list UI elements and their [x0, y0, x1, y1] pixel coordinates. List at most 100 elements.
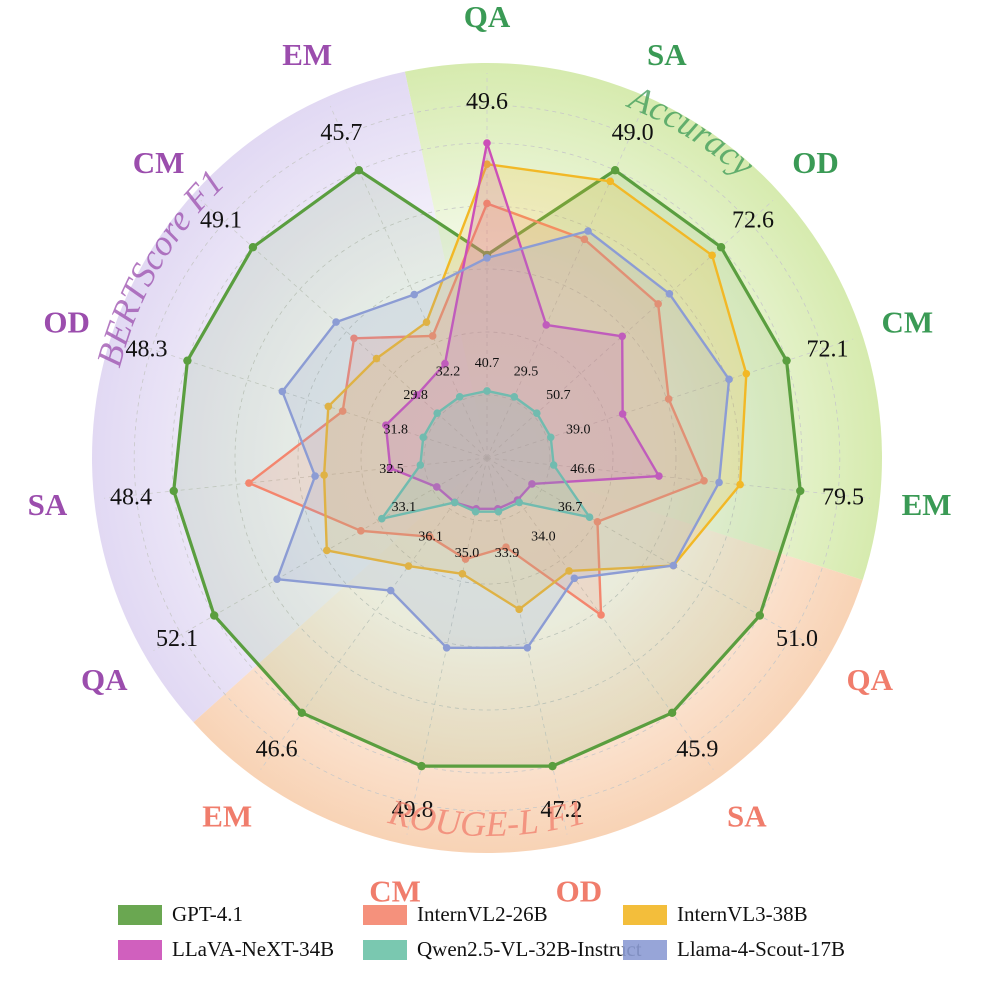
axis-min-label-13: 31.8: [383, 422, 408, 437]
point-internvl2-26b-4: [664, 395, 673, 403]
point-qwen2-5-vl-32b-instruct-1: [483, 387, 491, 395]
point-internvl2-26b-7: [597, 611, 605, 619]
point-internvl2-26b-2: [580, 235, 589, 244]
legend-item-qwen2-5-vl-32b-instruct: Qwen2.5-VL-32B-Instruct: [363, 937, 642, 962]
point-llava-next-34b-2: [542, 321, 551, 329]
legend-label: Qwen2.5-VL-32B-Instruct: [417, 937, 642, 961]
point-internvl2-26b-14: [350, 334, 358, 343]
point-internvl3-38b-13: [324, 402, 333, 411]
point-llama-4-scout-17b-9: [442, 643, 451, 652]
point-internvl3-38b-7: [565, 567, 573, 575]
axis-label-bertscore-em: EM: [282, 37, 332, 72]
axis-max-label-13: 48.3: [126, 336, 168, 362]
axis-min-label-9: 35.0: [455, 546, 480, 561]
point-llava-next-34b-11: [433, 483, 441, 491]
axis-min-label-8: 33.9: [495, 546, 520, 561]
series-area-internvl2-26b: [247, 202, 706, 617]
point-qwen2-5-vl-32b-instruct-13: [419, 433, 428, 442]
point-qwen2-5-vl-32b-instruct-7: [515, 498, 524, 507]
legend-label: InternVL2-26B: [417, 902, 548, 926]
point-internvl3-38b-5: [736, 480, 744, 489]
point-llava-next-34b-3: [618, 332, 627, 341]
axis-label-rouge-em: EM: [202, 799, 252, 834]
point-internvl3-38b-15: [422, 318, 431, 326]
legend-item-gpt-4-1: GPT-4.1: [118, 902, 243, 927]
axis-label-rouge-qa: QA: [847, 662, 894, 697]
series-llama-4-scout-17b: [273, 227, 733, 652]
axis-label-rouge-od: OD: [556, 873, 603, 908]
point-llama-4-scout-17b-10: [386, 586, 395, 595]
point-llama-4-scout-17b-14: [332, 318, 340, 326]
axis-label-bertscore-cm: CM: [133, 145, 185, 180]
point-internvl2-26b-15: [428, 332, 437, 340]
grid-spoke-11: [153, 457, 488, 651]
legend-swatch: [363, 904, 407, 925]
grid-spoke-10: [260, 457, 488, 770]
axis-max-label-10: 46.6: [256, 737, 298, 763]
point-gpt-4-1-12: [169, 486, 178, 496]
series-internvl2-26b: [245, 199, 708, 619]
point-internvl2-26b-6: [593, 517, 602, 526]
point-internvl3-38b-3: [708, 251, 716, 260]
axis-min-label-10: 36.1: [418, 530, 443, 545]
point-internvl3-38b-1: [483, 160, 491, 168]
point-llava-next-34b-4: [618, 410, 627, 418]
axis-max-label-12: 48.4: [110, 484, 152, 510]
point-llava-next-34b-5: [655, 472, 663, 480]
point-qwen2-5-vl-32b-instruct-2: [510, 392, 519, 401]
axis-max-label-7: 45.9: [676, 737, 718, 763]
axis-label-accuracy-em: EM: [902, 487, 952, 522]
axis-max-label-15: 45.7: [320, 120, 362, 146]
point-gpt-4-1-2: [610, 166, 620, 175]
point-internvl2-26b-13: [338, 407, 347, 415]
axis-label-accuracy-qa: QA: [464, 0, 511, 34]
point-internvl2-26b-5: [700, 477, 708, 485]
point-qwen2-5-vl-32b-instruct-15: [455, 392, 464, 401]
axis-label-accuracy-od: OD: [792, 145, 839, 180]
point-gpt-4-1-13: [183, 356, 192, 365]
point-internvl3-38b-2: [606, 177, 615, 186]
legend-item-llava-next-34b: LLaVA-NeXT-34B: [118, 937, 334, 962]
legend-item-llama-4-scout-17b: Llama-4-Scout-17B: [623, 937, 845, 962]
series-qwen2-5-vl-32b-instruct: [378, 387, 594, 523]
point-qwen2-5-vl-32b-instruct-9: [471, 507, 480, 516]
axis-min-label-1: 40.7: [475, 356, 500, 371]
point-qwen2-5-vl-32b-instruct-5: [549, 461, 558, 469]
axis-min-label-3: 50.7: [546, 388, 571, 403]
axis-max-label-14: 49.1: [200, 207, 242, 233]
point-internvl3-38b-10: [404, 562, 413, 570]
legend-swatch: [363, 939, 407, 960]
point-qwen2-5-vl-32b-instruct-8: [494, 507, 503, 516]
axis-min-label-2: 29.5: [514, 364, 539, 379]
point-internvl3-38b-8: [515, 605, 523, 614]
point-llama-4-scout-17b-1: [483, 254, 491, 262]
point-gpt-4-1-9: [417, 761, 426, 771]
legend-label: InternVL3-38B: [677, 902, 808, 926]
axis-min-label-15: 32.2: [436, 364, 461, 379]
point-gpt-4-1-6: [755, 611, 764, 620]
point-internvl3-38b-14: [372, 354, 381, 363]
axis-label-accuracy-cm: CM: [882, 304, 934, 339]
point-llava-next-34b-14: [413, 391, 421, 399]
axis-label-rouge-sa: SA: [727, 799, 767, 834]
point-llava-next-34b-12: [386, 464, 395, 472]
point-llama-4-scout-17b-3: [665, 289, 674, 298]
background-sector-accuracy: [404, 63, 882, 581]
point-qwen2-5-vl-32b-instruct-6: [585, 513, 594, 522]
point-llama-4-scout-17b-6: [669, 561, 678, 570]
point-gpt-4-1-8: [548, 761, 557, 771]
point-internvl2-26b-8: [502, 543, 510, 552]
axis-max-label-8: 47.2: [540, 797, 582, 823]
axis-max-label-1: 49.6: [466, 89, 508, 115]
grid-ring-1: [423, 394, 551, 522]
axis-min-label-4: 39.0: [566, 422, 591, 437]
point-llava-next-34b-1: [483, 139, 491, 147]
axis-max-label-6: 51.0: [776, 626, 818, 652]
axis-min-label-14: 29.8: [403, 388, 428, 403]
legend-label: Llama-4-Scout-17B: [677, 937, 845, 961]
point-qwen2-5-vl-32b-instruct-10: [450, 498, 459, 507]
legend-swatch: [118, 904, 162, 925]
series-area-gpt-4-1: [172, 168, 802, 768]
point-internvl2-26b-10: [426, 532, 434, 541]
series-layer: [169, 139, 805, 771]
